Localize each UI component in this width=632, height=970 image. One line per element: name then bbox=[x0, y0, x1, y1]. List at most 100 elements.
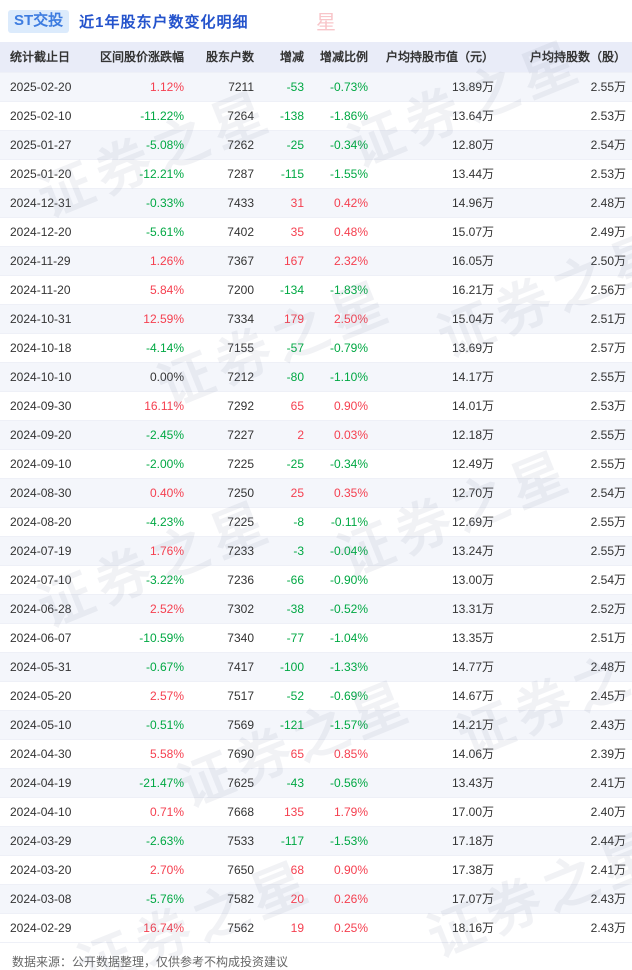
cell-avg-shares: 2.53万 bbox=[500, 159, 632, 189]
cell-change-pct: 16.74% bbox=[92, 913, 190, 943]
cell-date: 2025-02-20 bbox=[0, 72, 92, 102]
cell-avg-market-value: 13.31万 bbox=[374, 594, 500, 624]
cell-date: 2024-09-10 bbox=[0, 449, 92, 479]
table-row: 2024-09-10 -2.00% 7225 -25 -0.34% 12.49万 2.55万 bbox=[0, 449, 632, 479]
cell-change-pct: -4.23% bbox=[92, 507, 190, 537]
cell-avg-shares: 2.54万 bbox=[500, 130, 632, 160]
table-row: 2025-02-20 1.12% 7211 -53 -0.73% 13.89万 2.55万 bbox=[0, 72, 632, 102]
cell-holders: 7292 bbox=[190, 391, 260, 421]
cell-delta: 167 bbox=[260, 246, 310, 276]
cell-date: 2024-07-10 bbox=[0, 565, 92, 595]
cell-change-pct: -21.47% bbox=[92, 768, 190, 798]
cell-change-pct: 0.00% bbox=[92, 362, 190, 392]
cell-holders: 7562 bbox=[190, 913, 260, 943]
cell-date: 2024-10-10 bbox=[0, 362, 92, 392]
cell-date: 2024-09-20 bbox=[0, 420, 92, 450]
cell-holders: 7402 bbox=[190, 217, 260, 247]
cell-holders: 7264 bbox=[190, 101, 260, 131]
cell-delta: -38 bbox=[260, 594, 310, 624]
table-row: 2024-10-18 -4.14% 7155 -57 -0.79% 13.69万 2.57万 bbox=[0, 333, 632, 363]
cell-holders: 7155 bbox=[190, 333, 260, 363]
cell-date: 2024-05-31 bbox=[0, 652, 92, 682]
cell-avg-market-value: 13.43万 bbox=[374, 768, 500, 798]
cell-delta: 20 bbox=[260, 884, 310, 914]
cell-delta-pct: -0.69% bbox=[310, 681, 374, 711]
cell-avg-shares: 2.41万 bbox=[500, 768, 632, 798]
cell-avg-shares: 2.43万 bbox=[500, 710, 632, 740]
table-row: 2024-06-28 2.52% 7302 -38 -0.52% 13.31万 2.52万 bbox=[0, 594, 632, 624]
cell-change-pct: 12.59% bbox=[92, 304, 190, 334]
col-header-delta: 增减 bbox=[260, 42, 310, 73]
table-row: 2024-11-29 1.26% 7367 167 2.32% 16.05万 2.50万 bbox=[0, 246, 632, 276]
cell-delta: 35 bbox=[260, 217, 310, 247]
cell-delta: -134 bbox=[260, 275, 310, 305]
cell-avg-market-value: 12.49万 bbox=[374, 449, 500, 479]
cell-delta: -77 bbox=[260, 623, 310, 653]
cell-holders: 7334 bbox=[190, 304, 260, 334]
cell-delta-pct: 2.50% bbox=[310, 304, 374, 334]
cell-delta-pct: 0.90% bbox=[310, 391, 374, 421]
table-row: 2024-12-31 -0.33% 7433 31 0.42% 14.96万 2.48万 bbox=[0, 188, 632, 218]
cell-avg-shares: 2.44万 bbox=[500, 826, 632, 856]
cell-change-pct: -12.21% bbox=[92, 159, 190, 189]
table-row: 2024-05-10 -0.51% 7569 -121 -1.57% 14.21万 2.43… bbox=[0, 710, 632, 740]
cell-date: 2024-05-20 bbox=[0, 681, 92, 711]
table-row: 2024-09-20 -2.45% 7227 2 0.03% 12.18万 2.55万 bbox=[0, 420, 632, 450]
table-row: 2024-06-07 -10.59% 7340 -77 -1.04% 13.35万 2.51… bbox=[0, 623, 632, 653]
cell-avg-shares: 2.53万 bbox=[500, 391, 632, 421]
cell-delta: 179 bbox=[260, 304, 310, 334]
cell-delta: -66 bbox=[260, 565, 310, 595]
cell-holders: 7533 bbox=[190, 826, 260, 856]
cell-delta-pct: 2.32% bbox=[310, 246, 374, 276]
table-row: 2024-12-20 -5.61% 7402 35 0.48% 15.07万 2.49万 bbox=[0, 217, 632, 247]
cell-delta-pct: 0.26% bbox=[310, 884, 374, 914]
table-row: 2024-03-20 2.70% 7650 68 0.90% 17.38万 2.41万 bbox=[0, 855, 632, 885]
cell-date: 2024-11-20 bbox=[0, 275, 92, 305]
cell-change-pct: 2.57% bbox=[92, 681, 190, 711]
cell-avg-market-value: 13.69万 bbox=[374, 333, 500, 363]
cell-date: 2024-03-29 bbox=[0, 826, 92, 856]
cell-change-pct: -2.45% bbox=[92, 420, 190, 450]
table-row: 2024-04-19 -21.47% 7625 -43 -0.56% 13.43万 2.41… bbox=[0, 768, 632, 798]
table-row: 2024-03-29 -2.63% 7533 -117 -1.53% 17.18万 2.44… bbox=[0, 826, 632, 856]
cell-avg-shares: 2.51万 bbox=[500, 623, 632, 653]
cell-delta-pct: -1.10% bbox=[310, 362, 374, 392]
cell-avg-market-value: 12.70万 bbox=[374, 478, 500, 508]
cell-delta-pct: -1.04% bbox=[310, 623, 374, 653]
cell-avg-shares: 2.41万 bbox=[500, 855, 632, 885]
table-row: 2025-02-10 -11.22% 7264 -138 -1.86% 13.64万 2.5… bbox=[0, 101, 632, 131]
cell-delta-pct: -0.11% bbox=[310, 507, 374, 537]
cell-avg-shares: 2.43万 bbox=[500, 913, 632, 943]
cell-date: 2024-08-30 bbox=[0, 478, 92, 508]
table-row: 2025-01-27 -5.08% 7262 -25 -0.34% 12.80万 2.54万 bbox=[0, 130, 632, 160]
cell-avg-market-value: 14.21万 bbox=[374, 710, 500, 740]
cell-delta-pct: -0.52% bbox=[310, 594, 374, 624]
cell-avg-shares: 2.50万 bbox=[500, 246, 632, 276]
cell-avg-shares: 2.49万 bbox=[500, 217, 632, 247]
cell-delta-pct: 0.35% bbox=[310, 478, 374, 508]
cell-avg-market-value: 16.21万 bbox=[374, 275, 500, 305]
cell-holders: 7227 bbox=[190, 420, 260, 450]
table-row: 2024-07-10 -3.22% 7236 -66 -0.90% 13.00万 2.54万 bbox=[0, 565, 632, 595]
table-row: 2024-05-31 -0.67% 7417 -100 -1.33% 14.77万 2.48… bbox=[0, 652, 632, 682]
cell-avg-shares: 2.55万 bbox=[500, 536, 632, 566]
cell-change-pct: 16.11% bbox=[92, 391, 190, 421]
cell-holders: 7225 bbox=[190, 449, 260, 479]
cell-delta: 65 bbox=[260, 391, 310, 421]
data-source-note: 数据来源：公开数据整理，仅供参考不构成投资建议 bbox=[12, 954, 289, 969]
cell-date: 2024-12-31 bbox=[0, 188, 92, 218]
table-row: 2024-07-19 1.76% 7233 -3 -0.04% 13.24万 2.55万 bbox=[0, 536, 632, 566]
cell-avg-market-value: 14.96万 bbox=[374, 188, 500, 218]
cell-delta: 135 bbox=[260, 797, 310, 827]
cell-avg-shares: 2.39万 bbox=[500, 739, 632, 769]
cell-delta-pct: -1.83% bbox=[310, 275, 374, 305]
cell-change-pct: -0.33% bbox=[92, 188, 190, 218]
cell-delta-pct: 0.90% bbox=[310, 855, 374, 885]
cell-date: 2024-08-20 bbox=[0, 507, 92, 537]
cell-avg-market-value: 13.89万 bbox=[374, 72, 500, 102]
table-row: 2025-01-20 -12.21% 7287 -115 -1.55% 13.44万 2.5… bbox=[0, 159, 632, 189]
cell-avg-shares: 2.53万 bbox=[500, 101, 632, 131]
cell-holders: 7211 bbox=[190, 72, 260, 102]
cell-date: 2024-04-10 bbox=[0, 797, 92, 827]
